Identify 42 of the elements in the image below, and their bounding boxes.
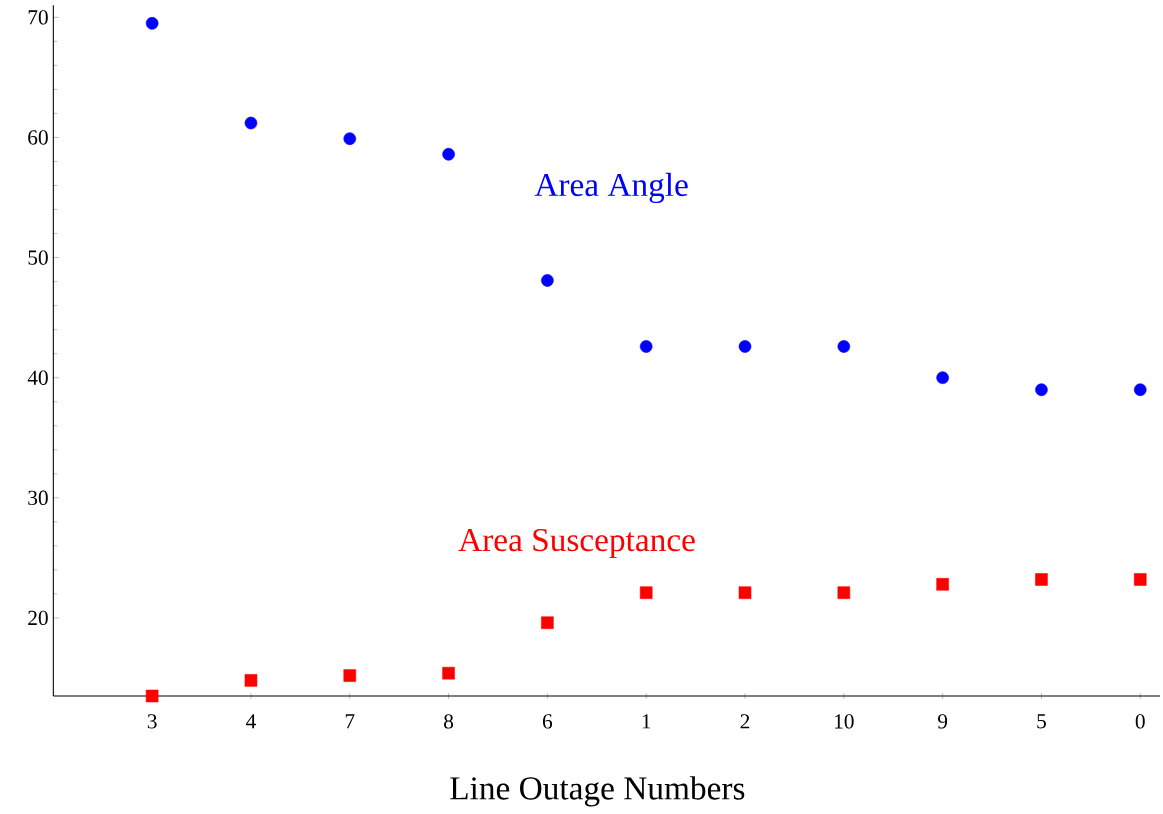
x-tick-label: 4	[246, 714, 256, 729]
point	[936, 371, 949, 384]
point	[837, 340, 851, 353]
point	[145, 689, 159, 703]
point	[1133, 573, 1147, 586]
x-tick-label: 3	[147, 714, 157, 729]
point	[343, 132, 357, 145]
point	[837, 586, 851, 599]
x-tick-label: 9	[937, 714, 948, 729]
point	[936, 578, 949, 591]
point	[343, 669, 357, 682]
point	[442, 666, 455, 680]
x-tick-label: 5	[1037, 714, 1046, 729]
x-tick-label: 2	[740, 714, 750, 729]
x-axis-title: Line Outage Numbers	[450, 776, 745, 807]
y-tick-label: 60	[28, 130, 48, 145]
point	[244, 116, 258, 130]
y-tick-label: 30	[28, 490, 48, 506]
y-tick-label: 50	[28, 250, 48, 265]
point	[738, 586, 752, 599]
point	[1035, 383, 1048, 396]
y-tick-label: 40	[27, 370, 48, 385]
point	[1133, 383, 1147, 396]
y-tick-label: 70	[28, 10, 48, 25]
x-tick-label: 6	[542, 714, 553, 729]
x-tick-label: 1	[642, 714, 651, 729]
x-tick-label: 10	[835, 714, 854, 729]
point	[738, 340, 752, 353]
x-tick-label: 7	[345, 714, 355, 729]
x-tick-label: 0	[1135, 714, 1145, 729]
point	[244, 674, 258, 687]
point	[442, 148, 455, 161]
point	[541, 274, 554, 287]
series-label: Area Susceptance	[458, 528, 695, 559]
point	[1035, 573, 1048, 586]
text: Area Angle	[534, 172, 688, 204]
point	[541, 616, 554, 629]
x-tick-label: 8	[444, 714, 454, 729]
y-tick-label: 20	[28, 610, 48, 626]
point	[639, 340, 653, 353]
point	[145, 17, 159, 30]
point	[639, 586, 653, 599]
